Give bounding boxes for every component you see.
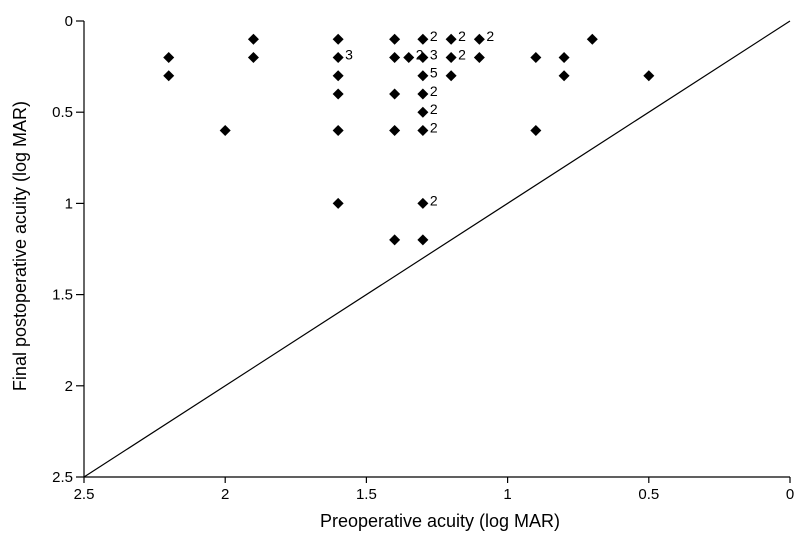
- x-tick-label: 1.5: [356, 486, 377, 503]
- x-tick-label: 2.5: [74, 486, 95, 503]
- data-point-marker: [332, 70, 344, 82]
- point-count-label: 3: [345, 46, 353, 62]
- y-tick-label: 2: [65, 378, 73, 395]
- y-tick-label: 0: [65, 13, 73, 30]
- data-point-marker: [332, 33, 344, 45]
- data-point-marker: [417, 197, 429, 209]
- point-count-label: 3: [430, 46, 438, 62]
- data-point-marker: [332, 51, 344, 63]
- data-point-marker: [473, 33, 485, 45]
- data-point-marker: [247, 33, 259, 45]
- point-count-label: 2: [430, 28, 438, 44]
- equality-reference-line: [83, 20, 791, 478]
- data-point-marker: [219, 124, 231, 136]
- reference-line-layer: [83, 20, 791, 478]
- y-tick-label: 1.5: [52, 287, 73, 304]
- data-point-marker: [247, 51, 259, 63]
- data-point-marker: [473, 51, 485, 63]
- point-count-label: 5: [430, 65, 438, 81]
- data-point-marker: [389, 51, 401, 63]
- data-point-marker: [332, 197, 344, 209]
- point-count-label: 2: [430, 192, 438, 208]
- data-point-marker: [163, 51, 175, 63]
- data-point-marker: [530, 51, 542, 63]
- data-point-marker: [417, 70, 429, 82]
- point-count-label: 2: [416, 46, 424, 62]
- data-point-marker: [417, 106, 429, 118]
- data-point-marker: [445, 70, 457, 82]
- data-point-marker: [417, 88, 429, 100]
- data-point-marker: [163, 70, 175, 82]
- x-axis-title: Preoperative acuity (log MAR): [320, 511, 560, 531]
- data-point-marker: [332, 88, 344, 100]
- axes: 2.5 2 1.5 1 0.5 0 0 0.5 1 1.5 2 2.5: [52, 13, 794, 503]
- x-tick-label: 2: [221, 486, 229, 503]
- data-point-marker: [332, 124, 344, 136]
- data-point-marker: [389, 124, 401, 136]
- data-point-marker: [586, 33, 598, 45]
- y-tick-label: 0.5: [52, 104, 73, 121]
- data-point-marker: [530, 124, 542, 136]
- data-point-marker: [403, 51, 415, 63]
- point-count-label: 2: [458, 28, 466, 44]
- point-count-label: 2: [430, 119, 438, 135]
- x-tick-label: 0.5: [638, 486, 659, 503]
- point-count-label: 2: [458, 46, 466, 62]
- point-count-label: 2: [430, 83, 438, 99]
- data-point-marker: [417, 51, 429, 63]
- x-tick-label: 0: [786, 486, 794, 503]
- data-point-marker: [445, 51, 457, 63]
- data-point-marker: [389, 33, 401, 45]
- data-point-marker: [445, 33, 457, 45]
- point-count-label: 2: [486, 28, 494, 44]
- data-point-marker: [417, 124, 429, 136]
- data-point-marker: [389, 234, 401, 246]
- y-tick-label: 2.5: [52, 469, 73, 486]
- data-point-marker: [417, 234, 429, 246]
- point-count-label: 2: [430, 101, 438, 117]
- data-point-marker: [558, 51, 570, 63]
- data-point-marker: [643, 70, 655, 82]
- y-axis-title: Final postoperative acuity (log MAR): [10, 101, 30, 391]
- x-tick-label: 1: [503, 486, 511, 503]
- data-point-marker: [389, 88, 401, 100]
- data-point-marker: [417, 33, 429, 45]
- data-point-marker: [558, 70, 570, 82]
- y-tick-label: 1: [65, 195, 73, 212]
